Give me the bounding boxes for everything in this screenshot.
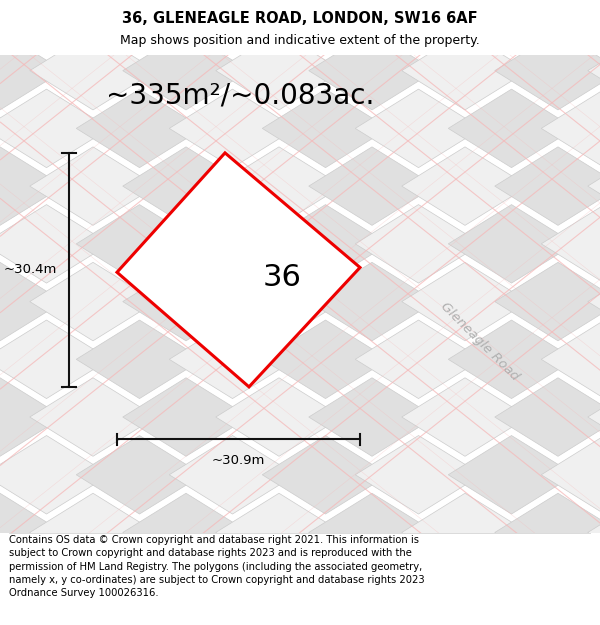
Polygon shape xyxy=(448,551,575,625)
Polygon shape xyxy=(216,262,342,341)
Polygon shape xyxy=(0,89,110,168)
Polygon shape xyxy=(355,436,482,514)
Polygon shape xyxy=(169,204,296,283)
Polygon shape xyxy=(123,378,249,456)
Polygon shape xyxy=(541,436,600,514)
Polygon shape xyxy=(355,551,482,625)
Polygon shape xyxy=(402,31,528,110)
Polygon shape xyxy=(588,262,600,341)
Polygon shape xyxy=(30,31,156,110)
Polygon shape xyxy=(448,320,575,399)
Polygon shape xyxy=(541,89,600,168)
Polygon shape xyxy=(117,153,360,387)
Polygon shape xyxy=(355,320,482,399)
Polygon shape xyxy=(216,493,342,572)
Text: Contains OS data © Crown copyright and database right 2021. This information is
: Contains OS data © Crown copyright and d… xyxy=(9,535,425,598)
Polygon shape xyxy=(448,89,575,168)
Polygon shape xyxy=(0,378,63,456)
Polygon shape xyxy=(216,378,342,456)
Polygon shape xyxy=(0,551,110,625)
Polygon shape xyxy=(541,320,600,399)
Text: Gleneagle Road: Gleneagle Road xyxy=(439,300,521,383)
Polygon shape xyxy=(123,262,249,341)
Polygon shape xyxy=(355,204,482,283)
Polygon shape xyxy=(76,551,203,625)
Text: ~335m²/~0.083ac.: ~335m²/~0.083ac. xyxy=(106,82,374,109)
Polygon shape xyxy=(76,89,203,168)
Polygon shape xyxy=(30,262,156,341)
Polygon shape xyxy=(402,262,528,341)
Polygon shape xyxy=(0,89,17,168)
Polygon shape xyxy=(309,31,435,110)
Polygon shape xyxy=(123,493,249,572)
Text: ~30.4m: ~30.4m xyxy=(4,263,57,276)
Polygon shape xyxy=(262,320,389,399)
Polygon shape xyxy=(588,147,600,226)
Text: ~30.9m: ~30.9m xyxy=(212,454,265,467)
Polygon shape xyxy=(262,89,389,168)
Polygon shape xyxy=(495,262,600,341)
Polygon shape xyxy=(0,436,110,514)
Polygon shape xyxy=(495,147,600,226)
Polygon shape xyxy=(30,147,156,226)
Polygon shape xyxy=(169,436,296,514)
Polygon shape xyxy=(30,493,156,572)
Text: Map shows position and indicative extent of the property.: Map shows position and indicative extent… xyxy=(120,34,480,47)
Polygon shape xyxy=(495,378,600,456)
Polygon shape xyxy=(262,436,389,514)
Polygon shape xyxy=(216,31,342,110)
Polygon shape xyxy=(0,147,63,226)
Polygon shape xyxy=(448,204,575,283)
Polygon shape xyxy=(402,378,528,456)
Polygon shape xyxy=(309,262,435,341)
Polygon shape xyxy=(0,320,110,399)
Polygon shape xyxy=(0,436,17,514)
Polygon shape xyxy=(309,493,435,572)
Polygon shape xyxy=(169,320,296,399)
Polygon shape xyxy=(0,262,63,341)
Polygon shape xyxy=(448,436,575,514)
Polygon shape xyxy=(123,31,249,110)
Polygon shape xyxy=(0,320,17,399)
Polygon shape xyxy=(588,378,600,456)
Polygon shape xyxy=(402,493,528,572)
Polygon shape xyxy=(169,551,296,625)
Polygon shape xyxy=(262,551,389,625)
Polygon shape xyxy=(76,204,203,283)
Polygon shape xyxy=(541,204,600,283)
Polygon shape xyxy=(309,378,435,456)
Polygon shape xyxy=(0,204,110,283)
Polygon shape xyxy=(0,551,17,625)
Polygon shape xyxy=(541,551,600,625)
Polygon shape xyxy=(0,493,63,572)
Polygon shape xyxy=(495,493,600,572)
Polygon shape xyxy=(355,89,482,168)
Polygon shape xyxy=(76,320,203,399)
Text: 36: 36 xyxy=(263,262,301,291)
Polygon shape xyxy=(30,378,156,456)
Polygon shape xyxy=(123,147,249,226)
Polygon shape xyxy=(216,147,342,226)
Polygon shape xyxy=(402,147,528,226)
Polygon shape xyxy=(495,31,600,110)
Polygon shape xyxy=(0,204,17,283)
Polygon shape xyxy=(0,31,63,110)
Polygon shape xyxy=(588,493,600,572)
Text: 36, GLENEAGLE ROAD, LONDON, SW16 6AF: 36, GLENEAGLE ROAD, LONDON, SW16 6AF xyxy=(122,11,478,26)
Polygon shape xyxy=(76,436,203,514)
Polygon shape xyxy=(169,89,296,168)
Polygon shape xyxy=(309,147,435,226)
Polygon shape xyxy=(262,204,389,283)
Polygon shape xyxy=(588,31,600,110)
